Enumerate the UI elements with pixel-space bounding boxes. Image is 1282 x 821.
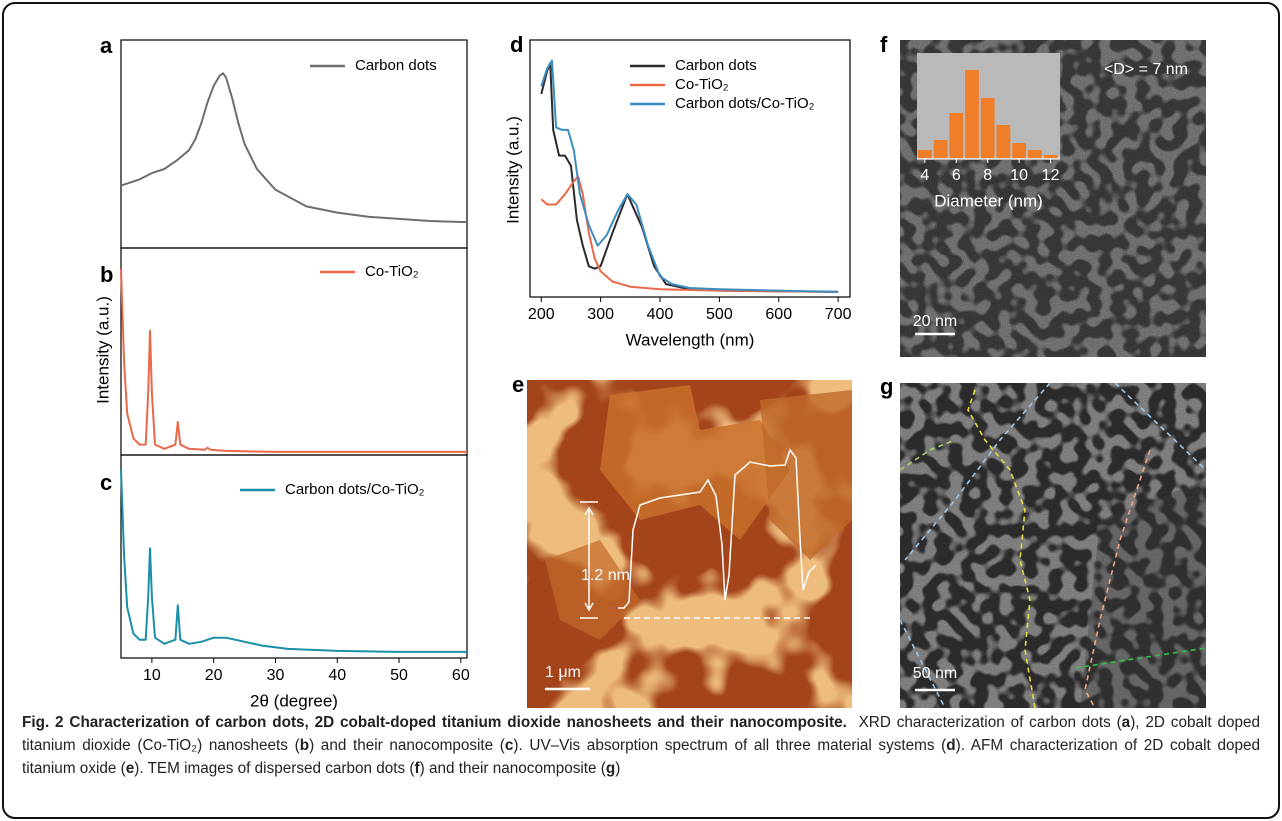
caption-text: ) and their nanocomposite ( xyxy=(419,760,606,777)
plot-frame xyxy=(529,39,851,298)
caption-text: ). AFM characterization of 2D cobalt dop… xyxy=(22,737,1260,777)
x-tick-label: 50 xyxy=(390,667,408,684)
x-tick-label: 10 xyxy=(1010,167,1028,184)
x-tick-label: 300 xyxy=(587,306,614,323)
x-tick-label: 60 xyxy=(452,667,470,684)
panel-label: d xyxy=(510,32,523,57)
y-axis-label: Intensity (a.u.) xyxy=(503,116,522,224)
histogram-bar xyxy=(965,70,979,158)
scale-bar-label: 50 nm xyxy=(913,665,957,682)
x-tick-label: 10 xyxy=(143,667,161,684)
panel-label: a xyxy=(100,33,113,58)
histogram-bar xyxy=(918,150,932,158)
afm-height-label: 1.2 nm xyxy=(581,567,630,584)
x-tick-label: 400 xyxy=(647,306,674,323)
x-tick-label: 4 xyxy=(920,167,929,184)
data-line xyxy=(120,72,467,223)
x-tick-label: 8 xyxy=(983,167,992,184)
legend-label: Co-TiO₂ xyxy=(675,76,729,93)
histogram-bar xyxy=(1043,155,1058,158)
caption-text: b xyxy=(299,737,310,754)
histogram-bar xyxy=(1012,143,1026,158)
caption-text: f xyxy=(414,760,420,777)
panel-label: c xyxy=(100,470,112,495)
caption-text: ), 2D cobalt doped titanium dioxide (Co-… xyxy=(22,714,1260,754)
histogram-bar xyxy=(949,113,964,158)
x-axis-label: Wavelength (nm) xyxy=(626,330,755,349)
x-tick-label: 40 xyxy=(328,667,346,684)
y-axis-label: Intensity (a.u.) xyxy=(93,296,112,404)
caption-text: XRD characterization of carbon dots ( xyxy=(858,714,1122,731)
legend-label: Co-TiO₂ xyxy=(365,263,419,280)
histogram-bar xyxy=(980,98,995,158)
panel-label: g xyxy=(880,374,893,399)
x-tick-label: 6 xyxy=(952,167,961,184)
x-axis-label: Diameter (nm) xyxy=(934,191,1043,210)
caption: Fig. 2 Characterization of carbon dots, … xyxy=(22,711,1260,780)
scale-bar-label: 20 nm xyxy=(913,313,957,330)
data-line xyxy=(540,175,839,293)
data-line xyxy=(120,268,467,453)
x-tick-label: 700 xyxy=(825,306,852,323)
size-annotation: <D> = 7 nm xyxy=(1104,61,1188,78)
x-tick-label: 20 xyxy=(205,667,223,684)
plot-frame xyxy=(120,454,468,659)
x-tick-label: 500 xyxy=(706,306,733,323)
caption-text: c xyxy=(504,737,514,754)
caption-title: Fig. 2 Characterization of carbon dots, … xyxy=(22,714,847,731)
data-line xyxy=(540,59,839,293)
scale-bar-label: 1 μm xyxy=(545,664,581,681)
histogram-bar xyxy=(933,140,948,158)
x-tick-label: 30 xyxy=(267,667,285,684)
legend-label: Carbon dots/Co-TiO₂ xyxy=(285,481,425,498)
legend-label: Carbon dots/Co-TiO₂ xyxy=(675,95,815,112)
panel-label: b xyxy=(100,262,113,287)
panel-label: f xyxy=(880,32,888,57)
tem-image-g xyxy=(899,382,1207,709)
legend-label: Carbon dots xyxy=(675,57,757,74)
caption-text: ) xyxy=(615,760,621,777)
histogram-bar xyxy=(996,125,1011,158)
caption-text: ). TEM images of dispersed carbon dots ( xyxy=(134,760,415,777)
histogram-bar xyxy=(1028,150,1042,158)
caption-text: ) and their nanocomposite ( xyxy=(309,737,505,754)
data-line xyxy=(540,62,839,293)
caption-text: e xyxy=(125,760,135,777)
caption-text: d xyxy=(946,737,956,754)
x-tick-label: 12 xyxy=(1042,167,1060,184)
legend-label: Carbon dots xyxy=(355,57,437,74)
caption-text: ). UV–Vis absorption spectrum of all thr… xyxy=(513,737,947,754)
x-tick-label: 200 xyxy=(528,306,555,323)
x-axis-label: 2θ (degree) xyxy=(250,691,338,710)
caption-text: g xyxy=(605,760,616,777)
caption-text: a xyxy=(1121,714,1131,731)
data-line xyxy=(120,469,467,653)
panel-label: e xyxy=(512,372,524,397)
afm-image-e xyxy=(527,380,852,708)
x-tick-label: 600 xyxy=(765,306,792,323)
